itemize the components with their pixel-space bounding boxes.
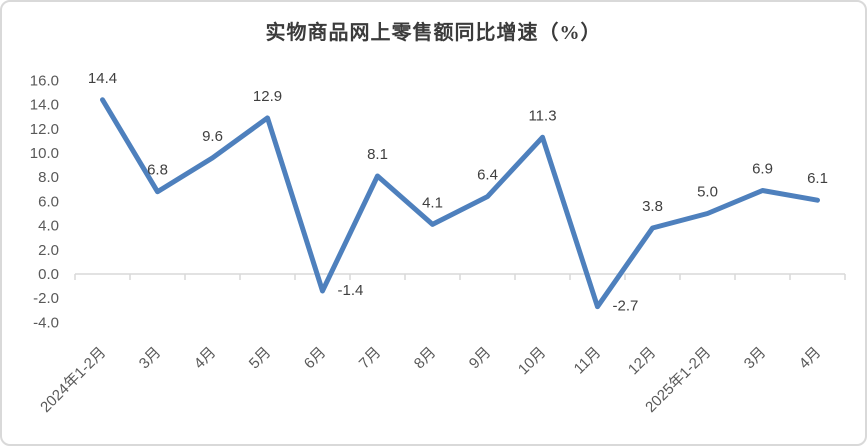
y-axis-label: 8.0 xyxy=(38,169,59,186)
data-label: 14.4 xyxy=(88,70,117,87)
data-label: -1.4 xyxy=(338,282,364,299)
y-axis-label: -2.0 xyxy=(33,290,59,307)
x-axis-label: 9月 xyxy=(466,344,495,373)
y-axis-label: 6.0 xyxy=(38,193,59,210)
x-axis-label: 3月 xyxy=(136,344,165,373)
data-label: 9.6 xyxy=(202,128,223,145)
x-axis-label: 3月 xyxy=(741,344,770,373)
y-axis-label: 0.0 xyxy=(38,266,59,283)
chart-title: 实物商品网上零售额同比增速（%） xyxy=(265,22,602,44)
data-label: 11.3 xyxy=(528,107,556,124)
data-label: 12.9 xyxy=(253,88,282,105)
y-axis-label: 12.0 xyxy=(30,121,59,138)
x-axis-label: 12月 xyxy=(625,344,659,378)
x-axis-label: 4月 xyxy=(796,344,825,373)
data-label: 6.4 xyxy=(477,167,498,184)
data-label: 3.8 xyxy=(642,198,663,215)
y-axis-label: 4.0 xyxy=(38,218,59,235)
x-axis-label: 7月 xyxy=(356,344,385,373)
x-axis-label: 11月 xyxy=(571,344,605,378)
y-axis-label: -4.0 xyxy=(33,314,59,331)
x-axis-label: 6月 xyxy=(301,344,330,373)
x-axis-label: 8月 xyxy=(411,344,440,373)
x-axis-label: 5月 xyxy=(246,344,275,373)
x-axis-label: 10月 xyxy=(515,344,549,378)
data-label: 4.1 xyxy=(422,194,443,211)
x-axis-label: 4月 xyxy=(191,344,220,373)
data-label: -2.7 xyxy=(613,298,639,315)
series-line xyxy=(100,97,820,310)
y-axis-label: 14.0 xyxy=(30,97,59,114)
y-axis-label: 16.0 xyxy=(30,72,59,89)
data-label: 8.1 xyxy=(367,146,388,163)
y-axis-label: 2.0 xyxy=(38,242,59,259)
data-label: 6.9 xyxy=(752,161,773,178)
y-axis-label: 10.0 xyxy=(30,145,59,162)
data-label: 5.0 xyxy=(697,184,718,201)
data-label: 6.8 xyxy=(147,162,168,179)
x-axis-label: 2024年1-2月 xyxy=(37,344,109,416)
data-label: 6.1 xyxy=(807,170,828,187)
